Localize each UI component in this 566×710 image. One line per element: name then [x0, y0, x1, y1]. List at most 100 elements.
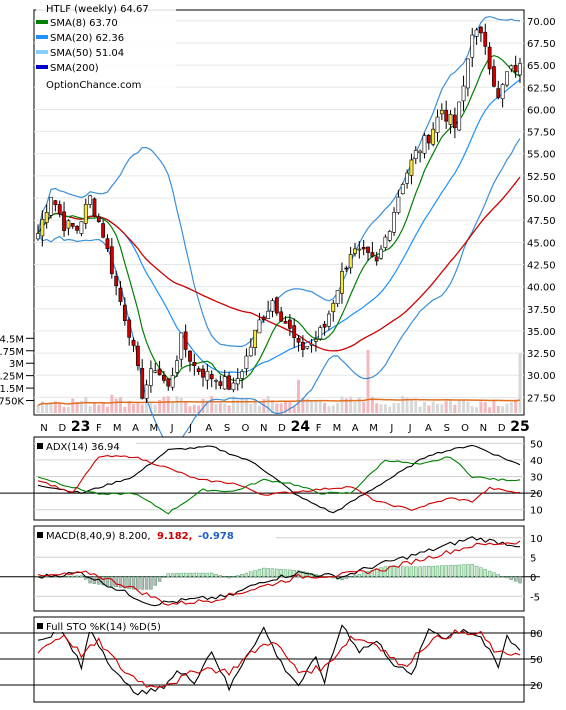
macd-histogram-bar — [409, 566, 414, 577]
volume-bar — [323, 402, 327, 413]
macd-histogram-value: -0.978 — [198, 531, 234, 542]
macd-histogram-bar — [253, 570, 257, 577]
candle-body — [118, 287, 123, 302]
macd-histogram-bar — [79, 575, 84, 578]
volume-bar — [366, 349, 370, 413]
volume-bar — [123, 406, 127, 413]
macd-histogram-bar — [114, 576, 118, 587]
macd-signal-value: 9.182, — [157, 531, 192, 542]
candle-body — [214, 379, 218, 382]
candle-body — [218, 381, 223, 386]
volume-bar — [119, 397, 123, 413]
volume-bar — [66, 406, 70, 413]
legend-sma20: SMA(20) 62.36 — [50, 33, 124, 44]
candle-body — [101, 223, 106, 238]
volume-bar — [422, 401, 426, 413]
x-axis-label: J — [408, 423, 412, 434]
candle-body — [162, 374, 166, 381]
macd-histogram-bar — [414, 566, 418, 577]
volume-bar — [305, 398, 309, 413]
macd-histogram-bar — [479, 567, 483, 577]
candle-body — [270, 300, 275, 312]
macd-histogram-bar — [175, 573, 179, 577]
volume-bar — [370, 396, 374, 413]
volume-bar — [270, 400, 274, 413]
price-tick-label: 62.50 — [527, 83, 556, 94]
candle-body — [318, 327, 323, 340]
volume-bar — [440, 404, 444, 413]
volume-bar — [383, 404, 387, 413]
macd-histogram-bar — [123, 576, 127, 589]
volume-bar — [227, 405, 231, 413]
volume-bar — [201, 398, 205, 413]
candle-body — [492, 66, 496, 87]
macd-histogram-bar — [140, 576, 144, 590]
macd-histogram-bar — [53, 576, 58, 578]
candle-body — [36, 233, 40, 240]
ticker-label: HTLF (weekly) 64.67 — [46, 4, 149, 15]
indicator-tick-label: 5 — [530, 553, 536, 564]
indicator-tick-label: 20 — [530, 489, 543, 500]
macd-histogram-bar — [244, 572, 249, 578]
macd-histogram-bar — [249, 571, 253, 577]
candle-body — [201, 368, 205, 378]
macd-histogram-bar — [353, 575, 357, 578]
indicator-tick-label: 0 — [530, 573, 536, 584]
indicator-tick-label: 50 — [530, 439, 543, 450]
candle-body — [348, 254, 353, 269]
volume-bar — [145, 398, 149, 413]
macd-histogram-bar — [301, 571, 305, 577]
macd-histogram-bar — [162, 576, 166, 578]
candle-body — [144, 384, 149, 399]
price-tick-label: 60.00 — [527, 105, 556, 116]
candle-body — [322, 323, 327, 328]
candle-body — [383, 236, 388, 248]
candle-body — [361, 246, 366, 250]
macd-histogram-bar — [105, 576, 110, 586]
volume-bar — [210, 395, 214, 413]
price-tick-label: 70.00 — [527, 17, 556, 28]
candle-body — [396, 196, 401, 213]
adx-legend-marker — [37, 443, 43, 449]
volume-bar — [105, 406, 109, 413]
bollinger-upper — [37, 15, 521, 347]
sma50-swatch — [36, 50, 48, 54]
candle-body — [135, 345, 140, 366]
macd-histogram-bar — [157, 576, 162, 582]
price-tick-label: 45.00 — [527, 238, 556, 249]
volume-bar — [414, 400, 418, 413]
macd-histogram-bar — [275, 568, 279, 577]
macd-histogram-bar — [435, 565, 440, 578]
candle-body — [487, 46, 492, 70]
x-axis-label: M — [150, 423, 159, 434]
volume-bar — [401, 395, 405, 413]
volume-bar — [466, 401, 470, 413]
candle-body — [357, 248, 362, 251]
volume-bar — [88, 405, 92, 413]
volume-bar — [110, 394, 114, 413]
macd-histogram-bar — [427, 566, 431, 578]
volume-bar — [253, 400, 257, 413]
x-axis-label: J — [389, 423, 393, 434]
candle-body — [266, 310, 271, 319]
sma8-swatch — [36, 20, 48, 24]
candle-body — [300, 341, 305, 350]
macd-histogram-bar — [266, 568, 270, 577]
candle-body — [122, 304, 127, 322]
macd-histogram-bar — [149, 576, 153, 590]
volume-bar — [435, 403, 439, 413]
volume-bar — [479, 401, 483, 413]
macd-histogram-bar — [474, 565, 479, 577]
sma20-swatch — [36, 35, 48, 39]
volume-bar — [327, 406, 331, 413]
volume-bar — [357, 397, 361, 413]
volume-bar — [336, 402, 340, 413]
volume-tick-label: 750K — [0, 397, 24, 408]
volume-bar — [301, 397, 305, 413]
volume-bar — [171, 402, 175, 413]
volume-bar — [71, 398, 75, 413]
candle-body — [57, 204, 62, 215]
macd-histogram-bar — [218, 575, 223, 578]
volume-bar — [362, 402, 366, 413]
macd-histogram-bar — [344, 576, 349, 579]
